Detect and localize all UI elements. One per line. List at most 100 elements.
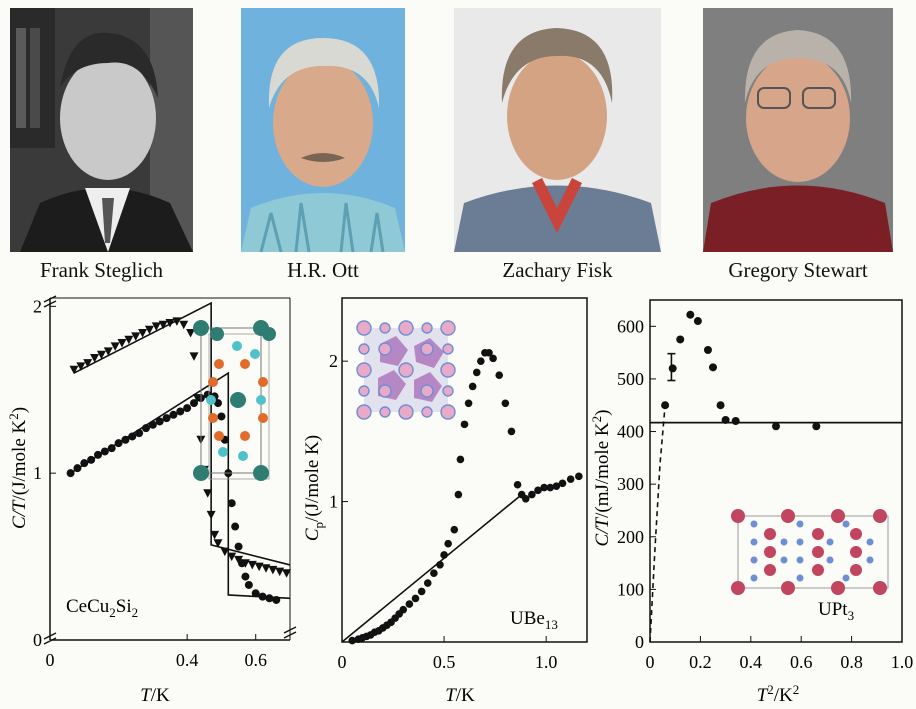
chart2-data-point [546,483,555,492]
chart3-ytick-label: 100 [617,579,644,599]
chart3-xtick-label: 0.4 [740,652,763,672]
chart2-data-point [456,455,465,464]
chart3-ytick-label: 200 [617,527,644,547]
chart2-data-point [423,579,432,587]
chart2-data-point [507,427,516,436]
chart2-ytick-label: 2 [329,351,338,371]
chart3-data-point [668,364,677,373]
chart1-circle-point [214,399,222,408]
chart1-triangle-point [76,362,86,371]
chart1-triangle-point [144,325,154,335]
chart3-data-point [661,401,670,410]
chart1-circle-point [241,572,250,581]
chart1-triangle-point [90,354,100,363]
chart1-triangle-point [172,317,182,326]
caption-frank-steglich: Frank Steglich [39,258,164,282]
chart1-crystal-structure-inset [193,320,276,481]
chart2-data-point [552,482,561,490]
chart3-xlabel: T2/K2 [757,682,800,706]
chart1-circle-point [73,464,82,473]
chart1-xlabel: T/K [140,685,170,706]
chart2-data-point [575,472,583,481]
chart3-ytick-label: 400 [617,422,644,442]
chart2-data-point [450,525,459,534]
chart2-ylabel: Cp/(J/mole K) [302,435,326,541]
chart1-circle-point [80,459,89,468]
chart1-circle-point [128,432,137,441]
chart-upt3: 0 0.2 0.4 0.6 0.8 1.0 0 100 200 300 400 500 600 UPt3… [589,288,916,709]
chart3-ytick-label: 300 [617,474,644,494]
chart1-triangle-point [96,350,106,360]
chart1-circle-point [169,410,178,419]
chart2-data-point [405,600,414,608]
chart1-triangle-point [69,365,79,375]
chart3-xtick-label: 0.6 [790,652,813,672]
chart1-circle-point [66,469,75,478]
chart3-frame [649,299,903,643]
chart1-circle-point [100,447,109,456]
chart3-ytick-label: 500 [617,369,644,389]
chart3-ytick-label: 600 [617,316,644,336]
chart3-ytick-label: 0 [635,632,644,652]
chart1-triangle-point [282,569,292,578]
chart1-circle-point [234,542,243,551]
photo-hr-ott [241,8,405,252]
chart1-circle-point [107,444,116,453]
chart1-triangle-point [117,339,127,348]
chart3-data-point [721,415,730,424]
chart2-xtick-label: 0.5 [433,652,456,672]
caption-hr-ott: H.R. Ott [287,258,359,282]
chart3-data-point [693,317,702,326]
chart1-triangle-point [165,319,175,328]
chart2-data-point [460,420,469,429]
chart2-data-point [411,594,420,603]
chart2-data-point [464,399,473,408]
chart3-crystal-structure-inset [731,509,889,595]
chart1-triangle-point [179,320,189,330]
chart1-circle-point [227,499,236,508]
chart2-data-point [348,636,357,645]
chart1-triangle-point [138,329,148,338]
chart2-xtick-label: 1.0 [535,652,558,672]
chart1-triangle-point [220,547,230,557]
chart2-data-point [513,480,522,489]
chart3-data-point [703,345,712,354]
chart2-data-point [468,382,477,391]
chart3-data-point [676,335,685,344]
chart1-circle-point [265,594,274,603]
chart2-data-point [489,354,497,363]
chart2-frame [341,297,588,643]
chart2-data-point [485,348,493,357]
chart2-data-point [558,479,567,488]
chart1-circle-point [176,407,185,416]
chart1-triangle-point [254,562,264,572]
chart1-triangle-point [206,510,216,520]
photo-zachary-fisk [454,8,661,252]
chart2-data-point [495,371,504,380]
chart1-circle-point [121,435,130,444]
chart1-triangle-point [213,539,223,548]
chart1-ylabel: C/T/(J/mole K2) [6,407,30,529]
chart3-ylabel: C/T/(mJ/mole K2) [589,410,613,547]
chart1-circle-point [114,439,123,448]
chart3-xtick-label: 0.2 [689,652,712,672]
photo-frank-steglich [10,8,193,252]
chart1-sample-label: CeCu2Si2 [66,596,138,620]
chart3-xtick-label: 0.8 [840,652,863,672]
chart1-triangle-point [151,322,161,331]
photo-gregory-stewart [703,8,893,252]
chart2-data-point [399,605,408,614]
chart1-circle-point [190,399,198,408]
chart1-ytick-label: 1 [33,463,42,483]
chart2-data-point [430,569,438,577]
chart1-ytick-label: 0 [33,630,42,650]
chart2-data-point [444,539,452,548]
chart3-xtick-label: 0 [646,652,655,672]
chart1-triangle-point [275,567,285,577]
chart1-triangle-point [103,347,113,356]
chart2-sample-label: UBe13 [510,608,558,632]
chart1-circle-point [94,450,102,459]
chart3-data-point [731,417,740,426]
chart1-circle-point [217,412,226,421]
chart1-circle-point [231,522,240,531]
